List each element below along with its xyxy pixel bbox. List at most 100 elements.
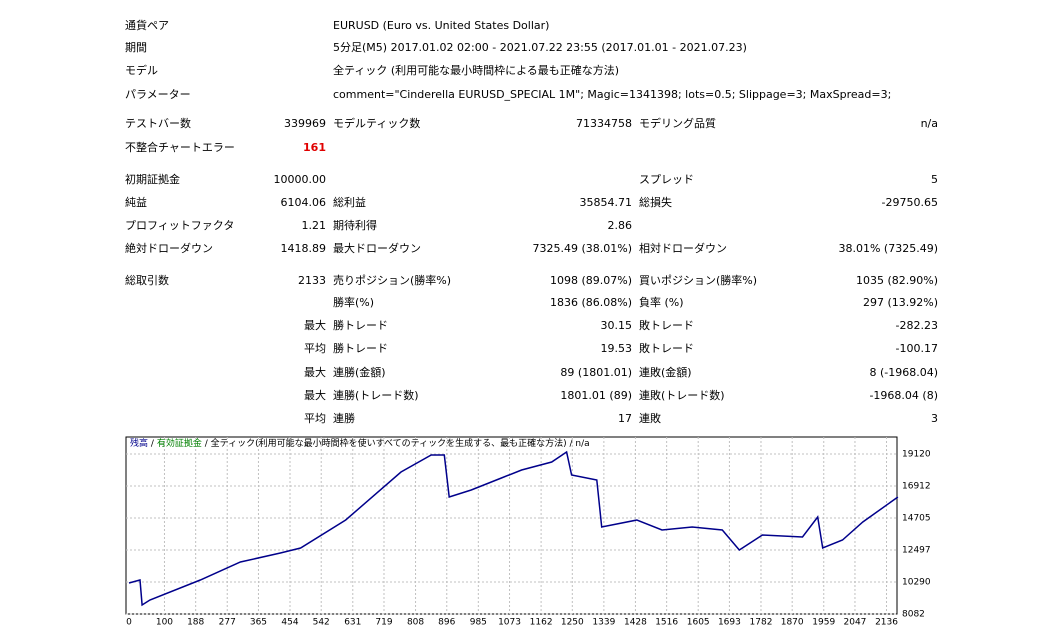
stat-label: 総損失 [639, 195, 672, 209]
x-tick-label: 365 [250, 618, 267, 628]
stat-label: 連勝(金額) [333, 365, 386, 379]
stat-label: 連敗(トレード数) [639, 388, 725, 402]
x-tick-label: 631 [344, 618, 361, 628]
stat-label: 連敗 [639, 411, 661, 425]
stat-label: 勝トレード [333, 341, 388, 355]
legend-item: / [205, 439, 209, 449]
stat-label: 連敗(金額) [639, 365, 692, 379]
stat-value: 8 (-1968.04) [869, 366, 938, 379]
x-tick-label: 100 [156, 618, 173, 628]
stat-label: 不整合チャートエラー [125, 140, 235, 154]
stat-value: 17 [618, 412, 632, 425]
stat-value: -282.23 [896, 319, 938, 332]
legend-item: 全ティック(利用可能な最小時間枠を使いすべてのティックを生成する、最も正確な方法… [211, 437, 567, 449]
stat-value: -29750.65 [882, 196, 938, 209]
stat-label: 買いポジション(勝率%) [639, 273, 757, 287]
x-tick-label: 1339 [592, 618, 615, 628]
y-tick-label: 8082 [902, 610, 925, 620]
y-tick-label: 12497 [902, 545, 931, 555]
stat-value: 1.21 [302, 219, 327, 232]
x-tick-label: 719 [375, 618, 392, 628]
x-tick-label: 542 [313, 618, 330, 628]
stat-value: 30.15 [601, 319, 633, 332]
y-tick-label: 10290 [902, 577, 931, 587]
stat-value: -100.17 [896, 342, 938, 355]
info-label: パラメーター [125, 88, 191, 101]
stat-value: 平均 [304, 412, 326, 425]
stat-value: 297 (13.92%) [863, 296, 938, 309]
stat-label: 総利益 [333, 195, 366, 209]
legend: 残高 / 有効証拠金 / 全ティック(利用可能な最小時間枠を使いすべてのティック… [130, 437, 590, 449]
y-tick-label: 16912 [902, 481, 931, 491]
info-label: モデル [125, 63, 158, 77]
x-tick-label: 1693 [718, 618, 741, 628]
stat-value: 最大 [304, 365, 326, 379]
stat-value: 5 [931, 173, 938, 186]
x-tick-label: 1073 [498, 618, 521, 628]
x-tick-label: 1428 [624, 618, 647, 628]
plot-area [125, 436, 898, 615]
stat-label: 負率 (%) [639, 295, 684, 309]
stat-value: 1801.01 (89) [560, 389, 632, 402]
info-value: 全ティック (利用可能な最小時間枠による最も正確な方法) [333, 63, 619, 77]
info-value: 5分足(M5) 2017.01.02 02:00 - 2021.07.22 23… [333, 41, 747, 54]
stat-value: 最大 [304, 318, 326, 332]
stat-value: 339969 [284, 117, 326, 130]
stat-value: 3 [931, 412, 938, 425]
stat-label: 敗トレード [639, 341, 694, 355]
x-tick-label: 188 [187, 618, 204, 628]
balance-line [128, 450, 899, 607]
stat-label: 期待利得 [333, 218, 377, 232]
stat-value: 2133 [298, 274, 326, 287]
stat-value: 6104.06 [281, 196, 327, 209]
x-tick-label: 2136 [875, 618, 898, 628]
y-tick-label: 14705 [902, 513, 931, 523]
stat-value: 1418.89 [281, 242, 327, 255]
info-value: comment="Cinderella EURUSD_SPECIAL 1M"; … [333, 88, 891, 101]
stat-label: 売りポジション(勝率%) [333, 273, 451, 287]
stat-value: 71334758 [576, 117, 632, 130]
legend-item: / [569, 439, 573, 449]
legend-item: 残高 [130, 437, 148, 449]
stat-label: 勝トレード [333, 318, 388, 332]
info-value: EURUSD (Euro vs. United States Dollar) [333, 19, 549, 32]
stat-label: モデルティック数 [333, 116, 420, 130]
stat-value: 10000.00 [274, 173, 327, 186]
x-tick-label: 1250 [561, 618, 584, 628]
y-tick-label: 19120 [902, 449, 931, 459]
stat-label: 総取引数 [125, 273, 169, 287]
x-tick-label: 808 [407, 618, 424, 628]
stat-label: 連勝 [333, 411, 355, 425]
x-tick-label: 1870 [781, 618, 804, 628]
legend-item: / [151, 439, 155, 449]
stat-label: 敗トレード [639, 318, 694, 332]
stat-value: 平均 [304, 342, 326, 355]
stat-value: 1035 (82.90%) [856, 274, 938, 287]
stat-label: 連勝(トレード数) [333, 388, 419, 402]
info-label: 期間 [125, 41, 147, 54]
stat-value: 1836 (86.08%) [550, 296, 632, 309]
info-label: 通貨ペア [125, 18, 169, 32]
stat-value: 19.53 [601, 342, 633, 355]
stat-label: 最大ドローダウン [333, 241, 421, 255]
x-tick-label: 896 [438, 618, 455, 628]
x-tick-label: 1162 [530, 618, 553, 628]
stat-value: 7325.49 (38.01%) [532, 242, 632, 255]
stat-value: 2.86 [608, 219, 633, 232]
x-tick-label: 0 [126, 618, 132, 628]
stat-label: 純益 [125, 195, 147, 209]
stat-label: 絶対ドローダウン [125, 241, 213, 255]
x-tick-label: 985 [470, 618, 487, 628]
stat-value: n/a [921, 117, 938, 130]
x-tick-label: 1516 [655, 618, 678, 628]
stat-value: 35854.71 [580, 196, 633, 209]
x-tick-label: 1959 [812, 618, 835, 628]
stat-value: -1968.04 (8) [869, 389, 938, 402]
x-tick-label: 1605 [687, 618, 710, 628]
x-tick-label: 2047 [844, 618, 867, 628]
stat-label: 初期証拠金 [125, 172, 180, 186]
legend-item: 有効証拠金 [157, 437, 202, 449]
stat-label: 相対ドローダウン [639, 241, 727, 255]
stat-label: 勝率(%) [333, 295, 374, 309]
